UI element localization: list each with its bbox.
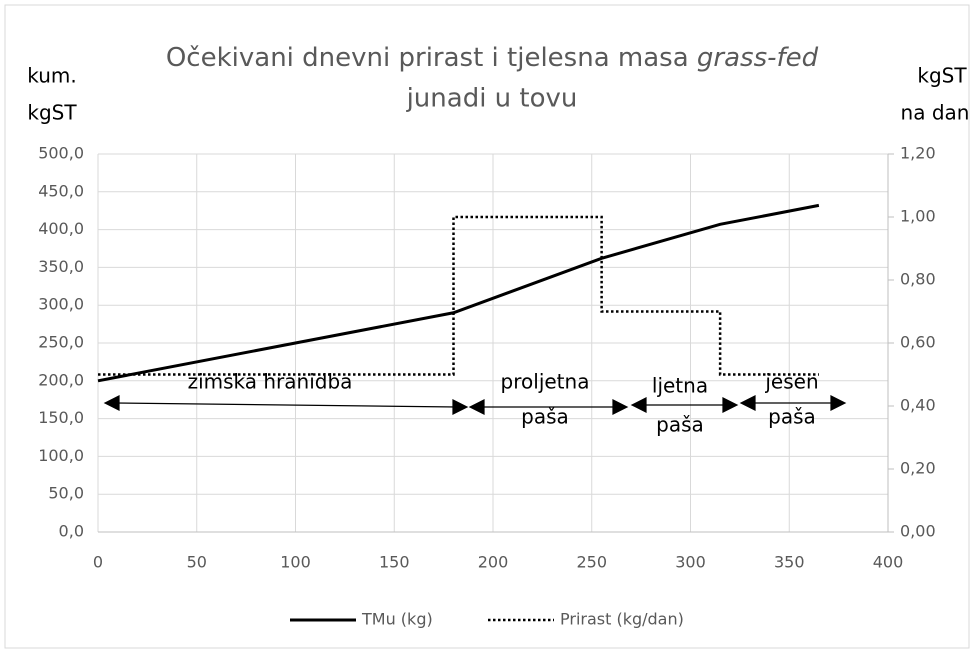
arrowhead (468, 399, 485, 415)
y2-tick-label: 0,80 (900, 270, 936, 289)
chart-title-line2: junadi u tovu (406, 84, 578, 114)
annotation: ljetna (652, 374, 708, 398)
y2-tick-label: 0,20 (900, 459, 936, 478)
annotation: proljetna (501, 370, 590, 394)
legend-label: TMu (kg) (361, 610, 433, 629)
y2-axis-label: kgST (917, 64, 967, 88)
x-tick-label: 100 (280, 553, 311, 572)
legend-label: Prirast (kg/dan) (560, 610, 684, 629)
y2-tick-label: 0,40 (900, 396, 936, 415)
y-tick-label: 200,0 (38, 370, 84, 389)
y2-axis-label: na dan (901, 101, 970, 125)
arrowhead (452, 399, 469, 415)
x-tick-label: 200 (478, 553, 509, 572)
y2-tick-label: 0,00 (900, 522, 936, 541)
x-tick-label: 350 (774, 553, 805, 572)
y-tick-label: 250,0 (38, 333, 84, 352)
y-tick-label: 350,0 (38, 257, 84, 276)
x-tick-label: 300 (675, 553, 706, 572)
annotation: paša (768, 405, 816, 429)
arrowhead (739, 395, 756, 411)
y-tick-label: 100,0 (38, 446, 84, 465)
series-line (98, 215, 819, 376)
x-tick-label: 400 (873, 553, 904, 572)
annotation: zimska hranidba (188, 370, 353, 394)
chart-title: Očekivani dnevni prirast i tjelesna masa… (166, 43, 819, 73)
annotation: paša (656, 413, 704, 437)
y2-tick-label: 0,60 (900, 333, 936, 352)
chart-frame (4, 4, 970, 649)
y-tick-label: 400,0 (38, 219, 84, 238)
y-tick-label: 500,0 (38, 144, 84, 163)
y2-tick-label: 1,00 (900, 207, 936, 226)
x-tick-label: 150 (379, 553, 410, 572)
y-axis-label: kgST (27, 101, 77, 125)
y-tick-label: 300,0 (38, 295, 84, 314)
title-line1: Očekivani dnevni prirast i tjelesna masa (166, 43, 689, 73)
annotation: paša (521, 405, 569, 429)
y-tick-label: 150,0 (38, 408, 84, 427)
arrowhead (830, 395, 847, 411)
y2-tick-label: 1,20 (900, 144, 936, 163)
arrowhead (722, 397, 739, 413)
annotation: jesen (764, 370, 818, 394)
arrow (114, 402, 458, 408)
x-tick-label: 50 (187, 553, 207, 572)
x-tick-label: 0 (93, 553, 103, 572)
arrows (103, 395, 847, 415)
arrowhead (612, 399, 629, 415)
y-tick-label: 0,0 (59, 522, 84, 541)
y-tick-label: 50,0 (48, 484, 84, 503)
arrowhead (630, 397, 647, 413)
x-tick-label: 250 (576, 553, 607, 572)
title-italic: grass-fed (697, 43, 819, 73)
y-tick-label: 450,0 (38, 181, 84, 200)
arrowhead (103, 395, 120, 411)
y-axis-label: kum. (27, 64, 76, 88)
